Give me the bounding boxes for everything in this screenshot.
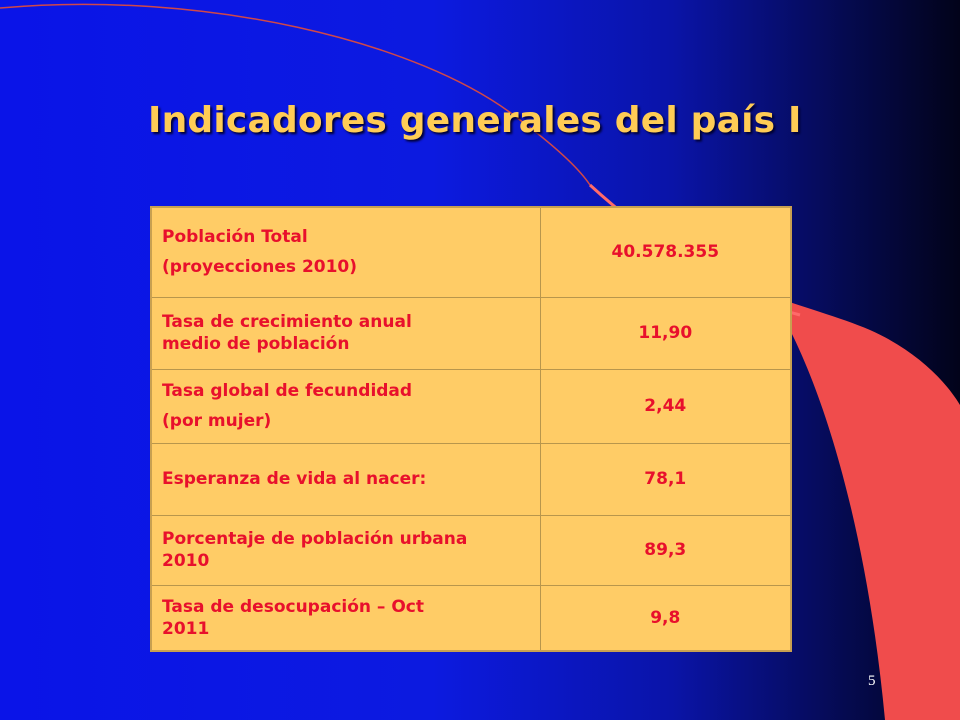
table-row: Esperanza de vida al nacer: 78,1 — [150, 442, 792, 516]
thin-curve-line — [0, 3, 591, 186]
row-label: Población Total (proyecciones 2010) — [150, 206, 541, 298]
label-line: 2010 — [162, 551, 210, 571]
row-label: Esperanza de vida al nacer: — [150, 442, 541, 516]
row-label: Tasa global de fecundidad (por mujer) — [150, 368, 541, 444]
row-value: 89,3 — [539, 514, 792, 586]
label-line: Tasa de crecimiento anual — [162, 312, 412, 332]
label-line: Esperanza de vida al nacer: — [162, 469, 427, 489]
table-row: Tasa de desocupación – Oct 2011 9,8 — [150, 584, 792, 652]
label-line: (por mujer) — [162, 411, 272, 431]
label-line: Población Total — [162, 227, 308, 248]
label-line: medio de población — [162, 334, 350, 354]
table-row: Población Total (proyecciones 2010) 40.5… — [150, 206, 792, 298]
label-line: Tasa global de fecundidad — [162, 381, 413, 401]
table-row: Porcentaje de población urbana 2010 89,3 — [150, 514, 792, 586]
page-number: 5 — [868, 673, 876, 689]
row-label: Porcentaje de población urbana 2010 — [150, 514, 541, 586]
label-line: Porcentaje de población urbana — [162, 529, 468, 549]
row-label: Tasa de crecimiento anual medio de pobla… — [150, 296, 541, 370]
red-swoosh — [590, 185, 960, 720]
row-value: 78,1 — [539, 442, 792, 516]
label-line: (proyecciones 2010) — [162, 257, 358, 278]
row-value: 40.578.355 — [539, 206, 792, 298]
label-line: Tasa de desocupación – Oct — [162, 596, 424, 617]
row-label: Tasa de desocupación – Oct 2011 — [150, 584, 541, 652]
table-row: Tasa de crecimiento anual medio de pobla… — [150, 296, 792, 370]
label-line: 2011 — [162, 618, 210, 639]
row-value: 2,44 — [539, 368, 792, 444]
row-value: 9,8 — [539, 584, 792, 652]
indicators-table: Población Total (proyecciones 2010) 40.5… — [150, 206, 792, 652]
table-row: Tasa global de fecundidad (por mujer) 2,… — [150, 368, 792, 444]
row-value: 11,90 — [539, 296, 792, 370]
slide-title: Indicadores generales del país I — [148, 100, 802, 141]
